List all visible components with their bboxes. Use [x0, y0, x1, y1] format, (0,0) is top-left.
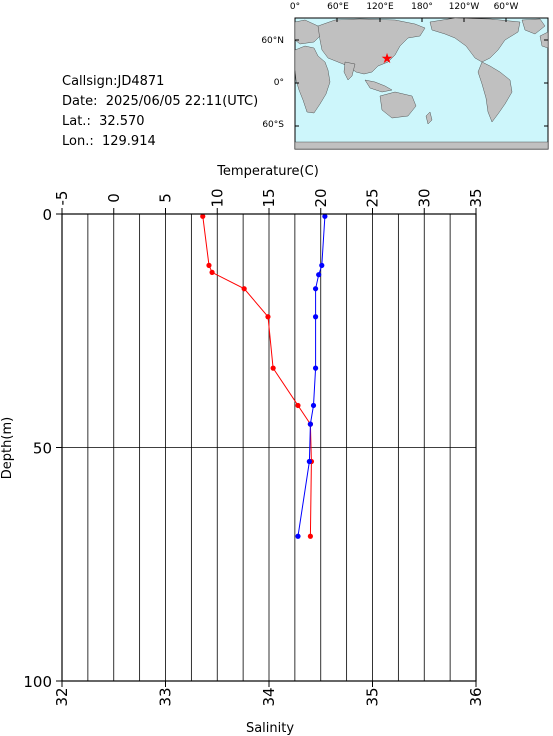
data-series — [200, 213, 328, 539]
map-lon-label: 120°E — [366, 2, 394, 12]
temperature-point — [307, 533, 313, 539]
land-india — [343, 61, 356, 81]
depth-axis-label: Depth(m) — [0, 417, 15, 479]
map-lon-label: 180° — [411, 2, 433, 12]
temperature-point — [200, 213, 206, 219]
temperature-tick-label: 30 — [415, 188, 433, 207]
temperature-tick-label: -5 — [53, 191, 71, 206]
date-text: Date: 2025/06/05 22:11(UTC) — [62, 94, 259, 109]
temperature-axis-label: Temperature(C) — [216, 164, 319, 179]
map-lon-label: 60°W — [494, 2, 519, 12]
map-lon-label: 120°W — [449, 2, 480, 12]
map-lat-label: 60°S — [262, 120, 284, 130]
temperature-tick-label: 15 — [260, 188, 278, 207]
longitude-text: Lon.: 129.914 — [62, 134, 156, 149]
grid — [61, 214, 477, 681]
temperature-point — [206, 262, 212, 268]
temperature-tick-label: 0 — [105, 193, 123, 203]
temperature-line — [202, 216, 312, 537]
temperature-tick-label: 5 — [157, 193, 175, 203]
temperature-point — [265, 314, 271, 320]
salinity-point — [322, 213, 328, 219]
land-antarctica — [294, 141, 549, 150]
land-indonesia — [364, 79, 393, 93]
land-europe — [294, 19, 323, 45]
land-asia — [317, 18, 426, 75]
map-lon-label: 0° — [290, 2, 300, 12]
station-marker-icon: ★ — [381, 51, 394, 67]
land-north-america — [429, 17, 521, 63]
salinity-point — [306, 458, 312, 465]
map-lat-label: 0° — [274, 78, 284, 88]
land-africa — [294, 45, 331, 114]
depth-tick-label: 100 — [23, 673, 52, 691]
land-new-zealand — [425, 111, 433, 125]
land-australia — [379, 91, 417, 119]
salinity-tick-label: 32 — [53, 687, 71, 706]
salinity-point — [307, 421, 313, 427]
temperature-tick-label: 20 — [312, 188, 330, 207]
temperature-point — [209, 269, 215, 275]
station-info: Callsign:JD4871 Date: 2025/06/05 22:11(U… — [62, 72, 258, 152]
salinity-point — [319, 262, 325, 268]
map-land — [294, 17, 549, 150]
temperature-tick-label: 35 — [467, 188, 485, 207]
salinity-tick-label: 33 — [157, 687, 175, 706]
salinity-point — [295, 533, 301, 539]
latitude-text: Lat.: 32.570 — [62, 114, 145, 129]
temperature-tick-label: 25 — [364, 188, 382, 207]
land-south-america — [477, 61, 513, 123]
depth-tick-label: 0 — [42, 206, 52, 224]
salinity-axis-label: Salinity — [246, 721, 294, 736]
map-ticks — [295, 18, 548, 127]
salinity-point — [310, 402, 317, 409]
salinity-point — [312, 365, 319, 371]
map-lat-labels: 60°N 0° 60°S — [261, 36, 284, 130]
callsign-text: Callsign:JD4871 — [62, 74, 165, 89]
salinity-point — [312, 314, 319, 320]
depth-tick-label: 50 — [33, 440, 52, 458]
salinity-point — [312, 286, 319, 292]
temperature-point — [270, 365, 276, 371]
map-lon-label: 60°E — [327, 2, 349, 12]
map-lat-label: 60°N — [261, 36, 284, 46]
temperature-point — [241, 286, 247, 292]
temperature-tick-label: 10 — [208, 188, 226, 207]
salinity-line — [297, 216, 326, 537]
salinity-point — [316, 272, 322, 278]
salinity-tick-label: 35 — [364, 687, 382, 706]
salinity-tick-label: 36 — [467, 687, 485, 706]
map-lon-labels: 0° 60°E 120°E 180° 120°W 60°W — [290, 2, 519, 12]
land-greenland — [521, 18, 546, 35]
salinity-tick-label: 34 — [260, 687, 278, 706]
temperature-point — [295, 402, 301, 409]
plot-frame — [61, 213, 477, 682]
